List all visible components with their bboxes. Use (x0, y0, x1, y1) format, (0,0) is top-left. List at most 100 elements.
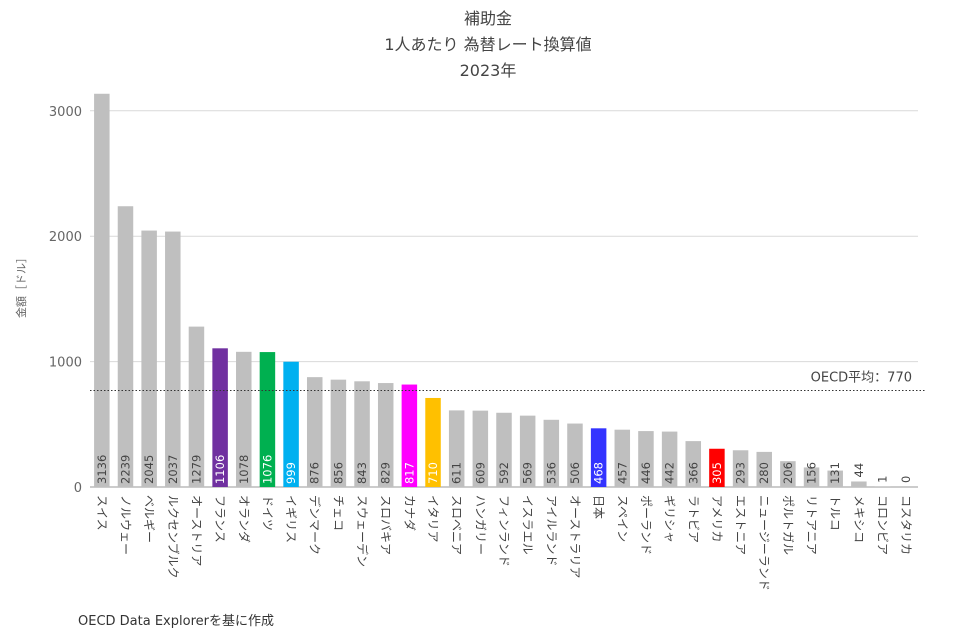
category-label: ニュージーランド (757, 495, 771, 591)
data-label: 305 (710, 462, 724, 484)
data-label: 2045 (142, 455, 156, 484)
category-label: ドイツ (260, 495, 274, 531)
data-label: 1076 (260, 455, 274, 484)
data-label: 609 (473, 462, 487, 484)
chart-title: 補助金 1人あたり 為替レート換算値 2023年 (384, 9, 591, 80)
category-label: オーストラリア (568, 495, 582, 578)
category-label: トルコ (828, 495, 842, 531)
data-label: 468 (592, 462, 606, 484)
bar (188, 326, 205, 487)
category-label: ラトビア (686, 495, 700, 543)
data-label: 3136 (95, 455, 109, 484)
data-label: 856 (331, 462, 345, 484)
title-line-2: 1人あたり 為替レート換算値 (384, 35, 591, 54)
category-label: イギリス (284, 495, 298, 543)
category-label: アイルランド (544, 495, 558, 566)
bar (543, 419, 560, 487)
data-label: 280 (757, 462, 771, 484)
bar (851, 481, 867, 487)
category-label: アメリカ (710, 495, 724, 542)
y-axis-ticks: 0 1000 2000 3000 (49, 105, 82, 496)
category-label: スペイン (615, 495, 629, 542)
category-label: オーストリア (189, 495, 203, 566)
data-label: 446 (639, 462, 653, 484)
data-label: 829 (379, 462, 393, 484)
data-label: 2239 (118, 455, 132, 484)
category-label: コスタリカ (899, 495, 913, 555)
category-label: 日本 (592, 495, 606, 519)
bar (614, 429, 631, 487)
data-label: 506 (568, 462, 582, 484)
data-label: 611 (450, 462, 464, 484)
bar (306, 377, 323, 487)
data-label: 710 (426, 462, 440, 484)
data-label: 569 (521, 462, 535, 484)
bar (259, 352, 276, 487)
bar (472, 410, 489, 487)
category-labels: スイス ノルウェー ベルギー ルクセンブルク オーストリア フランス オランダ ドイツ イギリス… (95, 495, 913, 591)
bar (519, 415, 536, 487)
bar (94, 93, 110, 487)
category-label: エストニア (734, 495, 748, 555)
data-label: 1078 (237, 455, 251, 484)
category-label: フィンランド (497, 495, 511, 567)
category-label: イスラエル (521, 495, 535, 555)
category-label: フランス (213, 495, 227, 543)
data-label: 1279 (189, 455, 203, 484)
category-label: ポーランド (639, 495, 653, 555)
data-label: 1 (876, 476, 890, 483)
data-labels: 3136 2239 2045 2037 1279 1106 1078 1076 999 876 85… (95, 455, 913, 484)
category-label: リトアニア (805, 495, 819, 555)
category-label: ノルウェー (118, 495, 132, 555)
data-label: 131 (828, 462, 842, 484)
bar (283, 361, 299, 487)
category-label: カナダ (402, 495, 417, 531)
bar (661, 431, 678, 487)
data-label: 44 (852, 463, 866, 478)
data-label: 592 (497, 462, 511, 484)
y-tick-label: 0 (74, 481, 82, 496)
data-label: 156 (805, 462, 819, 484)
average-label: OECD平均：770 (811, 370, 912, 385)
source-note: OECD Data Explorerを基に作成 (78, 614, 274, 629)
category-label: コロンビア (876, 495, 890, 555)
reference-line: OECD平均：770 (90, 370, 926, 391)
bar (212, 348, 228, 487)
data-label: 457 (615, 462, 629, 484)
category-label: チェコ (331, 495, 345, 531)
bar (496, 412, 512, 487)
bar (732, 450, 749, 487)
data-label: 2037 (166, 455, 180, 484)
category-label: イタリア (426, 495, 440, 543)
y-tick-label: 1000 (49, 356, 82, 371)
bar (448, 410, 465, 487)
data-label: 817 (402, 462, 416, 484)
y-tick-label: 2000 (49, 230, 82, 245)
bar (117, 206, 134, 487)
category-label: ベルギー (142, 495, 156, 543)
bar (685, 441, 702, 487)
data-label: 536 (544, 462, 558, 484)
bar (141, 230, 157, 488)
data-label: 293 (734, 462, 748, 484)
category-label: オランダ (237, 495, 252, 543)
category-label: ルクセンブルク (166, 495, 181, 579)
category-label: スイス (95, 495, 109, 531)
data-label: 1106 (213, 455, 227, 484)
bar (401, 384, 418, 487)
data-label: 843 (355, 462, 369, 484)
bar (756, 451, 772, 487)
bar (780, 461, 796, 487)
category-label: スロバキア (379, 495, 393, 555)
bar (590, 428, 607, 487)
category-label: ハンガリー (473, 495, 487, 555)
data-label: 876 (308, 462, 322, 484)
bar (425, 397, 441, 487)
bar (165, 231, 181, 487)
bar (803, 467, 820, 487)
bar (709, 448, 725, 487)
data-label: 366 (686, 462, 700, 484)
category-label: ポルトガル (781, 495, 795, 555)
title-line-3: 2023年 (460, 61, 517, 80)
title-line-1: 補助金 (464, 9, 512, 28)
